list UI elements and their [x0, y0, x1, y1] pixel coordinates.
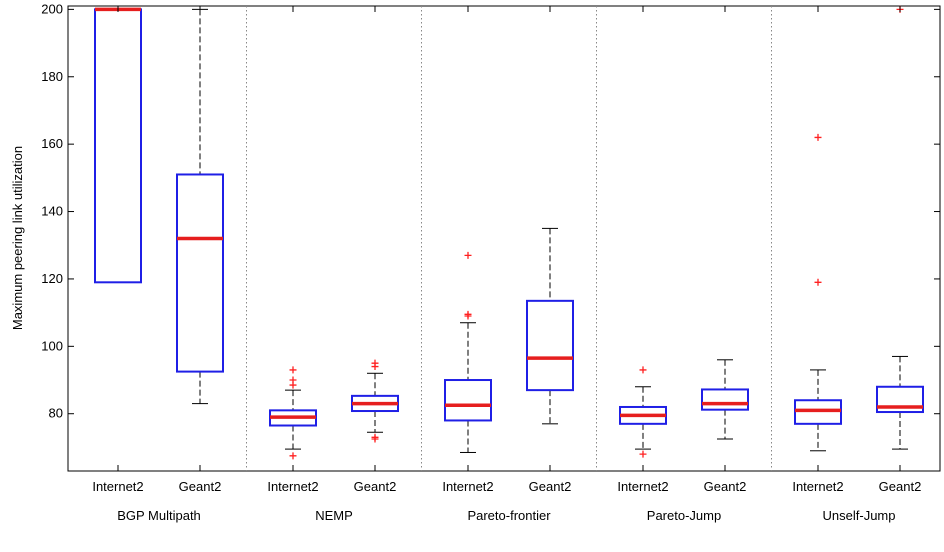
iqr-box [444, 379, 492, 422]
y-tick-label: 140 [41, 204, 63, 219]
group-label: Unself-Jump [823, 508, 896, 523]
outlier-marker [371, 433, 379, 441]
x-tick-label: Internet2 [442, 479, 493, 494]
iqr-box [176, 173, 224, 373]
box-geant2 [701, 359, 749, 440]
group-label: Pareto-frontier [467, 508, 551, 523]
x-tick-label: Internet2 [617, 479, 668, 494]
outlier-marker [464, 251, 472, 259]
x-tick-label: Internet2 [92, 479, 143, 494]
box-internet2 [619, 366, 667, 458]
box-geant2 [351, 359, 399, 443]
y-tick-label: 120 [41, 271, 63, 286]
outlier-marker [814, 133, 822, 141]
outlier-marker [371, 359, 379, 367]
x-tick-label: Geant2 [354, 479, 397, 494]
iqr-box [701, 388, 749, 411]
y-axis: 80 100 120 140 160 180 200 [41, 1, 940, 421]
iqr-box [526, 299, 574, 392]
iqr-box [876, 385, 924, 414]
box-geant2 [526, 227, 574, 425]
x-axis: Internet2 Geant2 Internet2 Geant2 Internet2 G… [92, 6, 921, 523]
y-tick-label: 100 [41, 338, 63, 353]
y-axis-title: Maximum peering link utilization [10, 146, 25, 330]
outlier-marker [639, 450, 647, 458]
y-tick-label: 80 [49, 406, 63, 421]
x-tick-label: Internet2 [792, 479, 843, 494]
y-tick-label: 180 [41, 69, 63, 84]
outlier-marker [289, 452, 297, 460]
x-tick-label: Geant2 [179, 479, 222, 494]
outlier-marker [289, 376, 297, 384]
outlier-marker [639, 366, 647, 374]
box-internet2 [444, 251, 492, 453]
x-tick-label: Internet2 [267, 479, 318, 494]
box-internet2 [794, 133, 842, 452]
y-tick-label: 160 [41, 136, 63, 151]
group-label: NEMP [315, 508, 353, 523]
x-tick-label: Geant2 [704, 479, 747, 494]
outlier-marker [814, 278, 822, 286]
x-tick-label: Geant2 [529, 479, 572, 494]
group-separators [246, 6, 772, 471]
group-label: BGP Multipath [117, 508, 201, 523]
group-label: Pareto-Jump [647, 508, 721, 523]
y-tick-label: 200 [41, 1, 63, 16]
outlier-marker [289, 366, 297, 374]
outlier-marker [464, 310, 472, 318]
box-internet2 [269, 366, 317, 460]
x-tick-label: Geant2 [879, 479, 922, 494]
